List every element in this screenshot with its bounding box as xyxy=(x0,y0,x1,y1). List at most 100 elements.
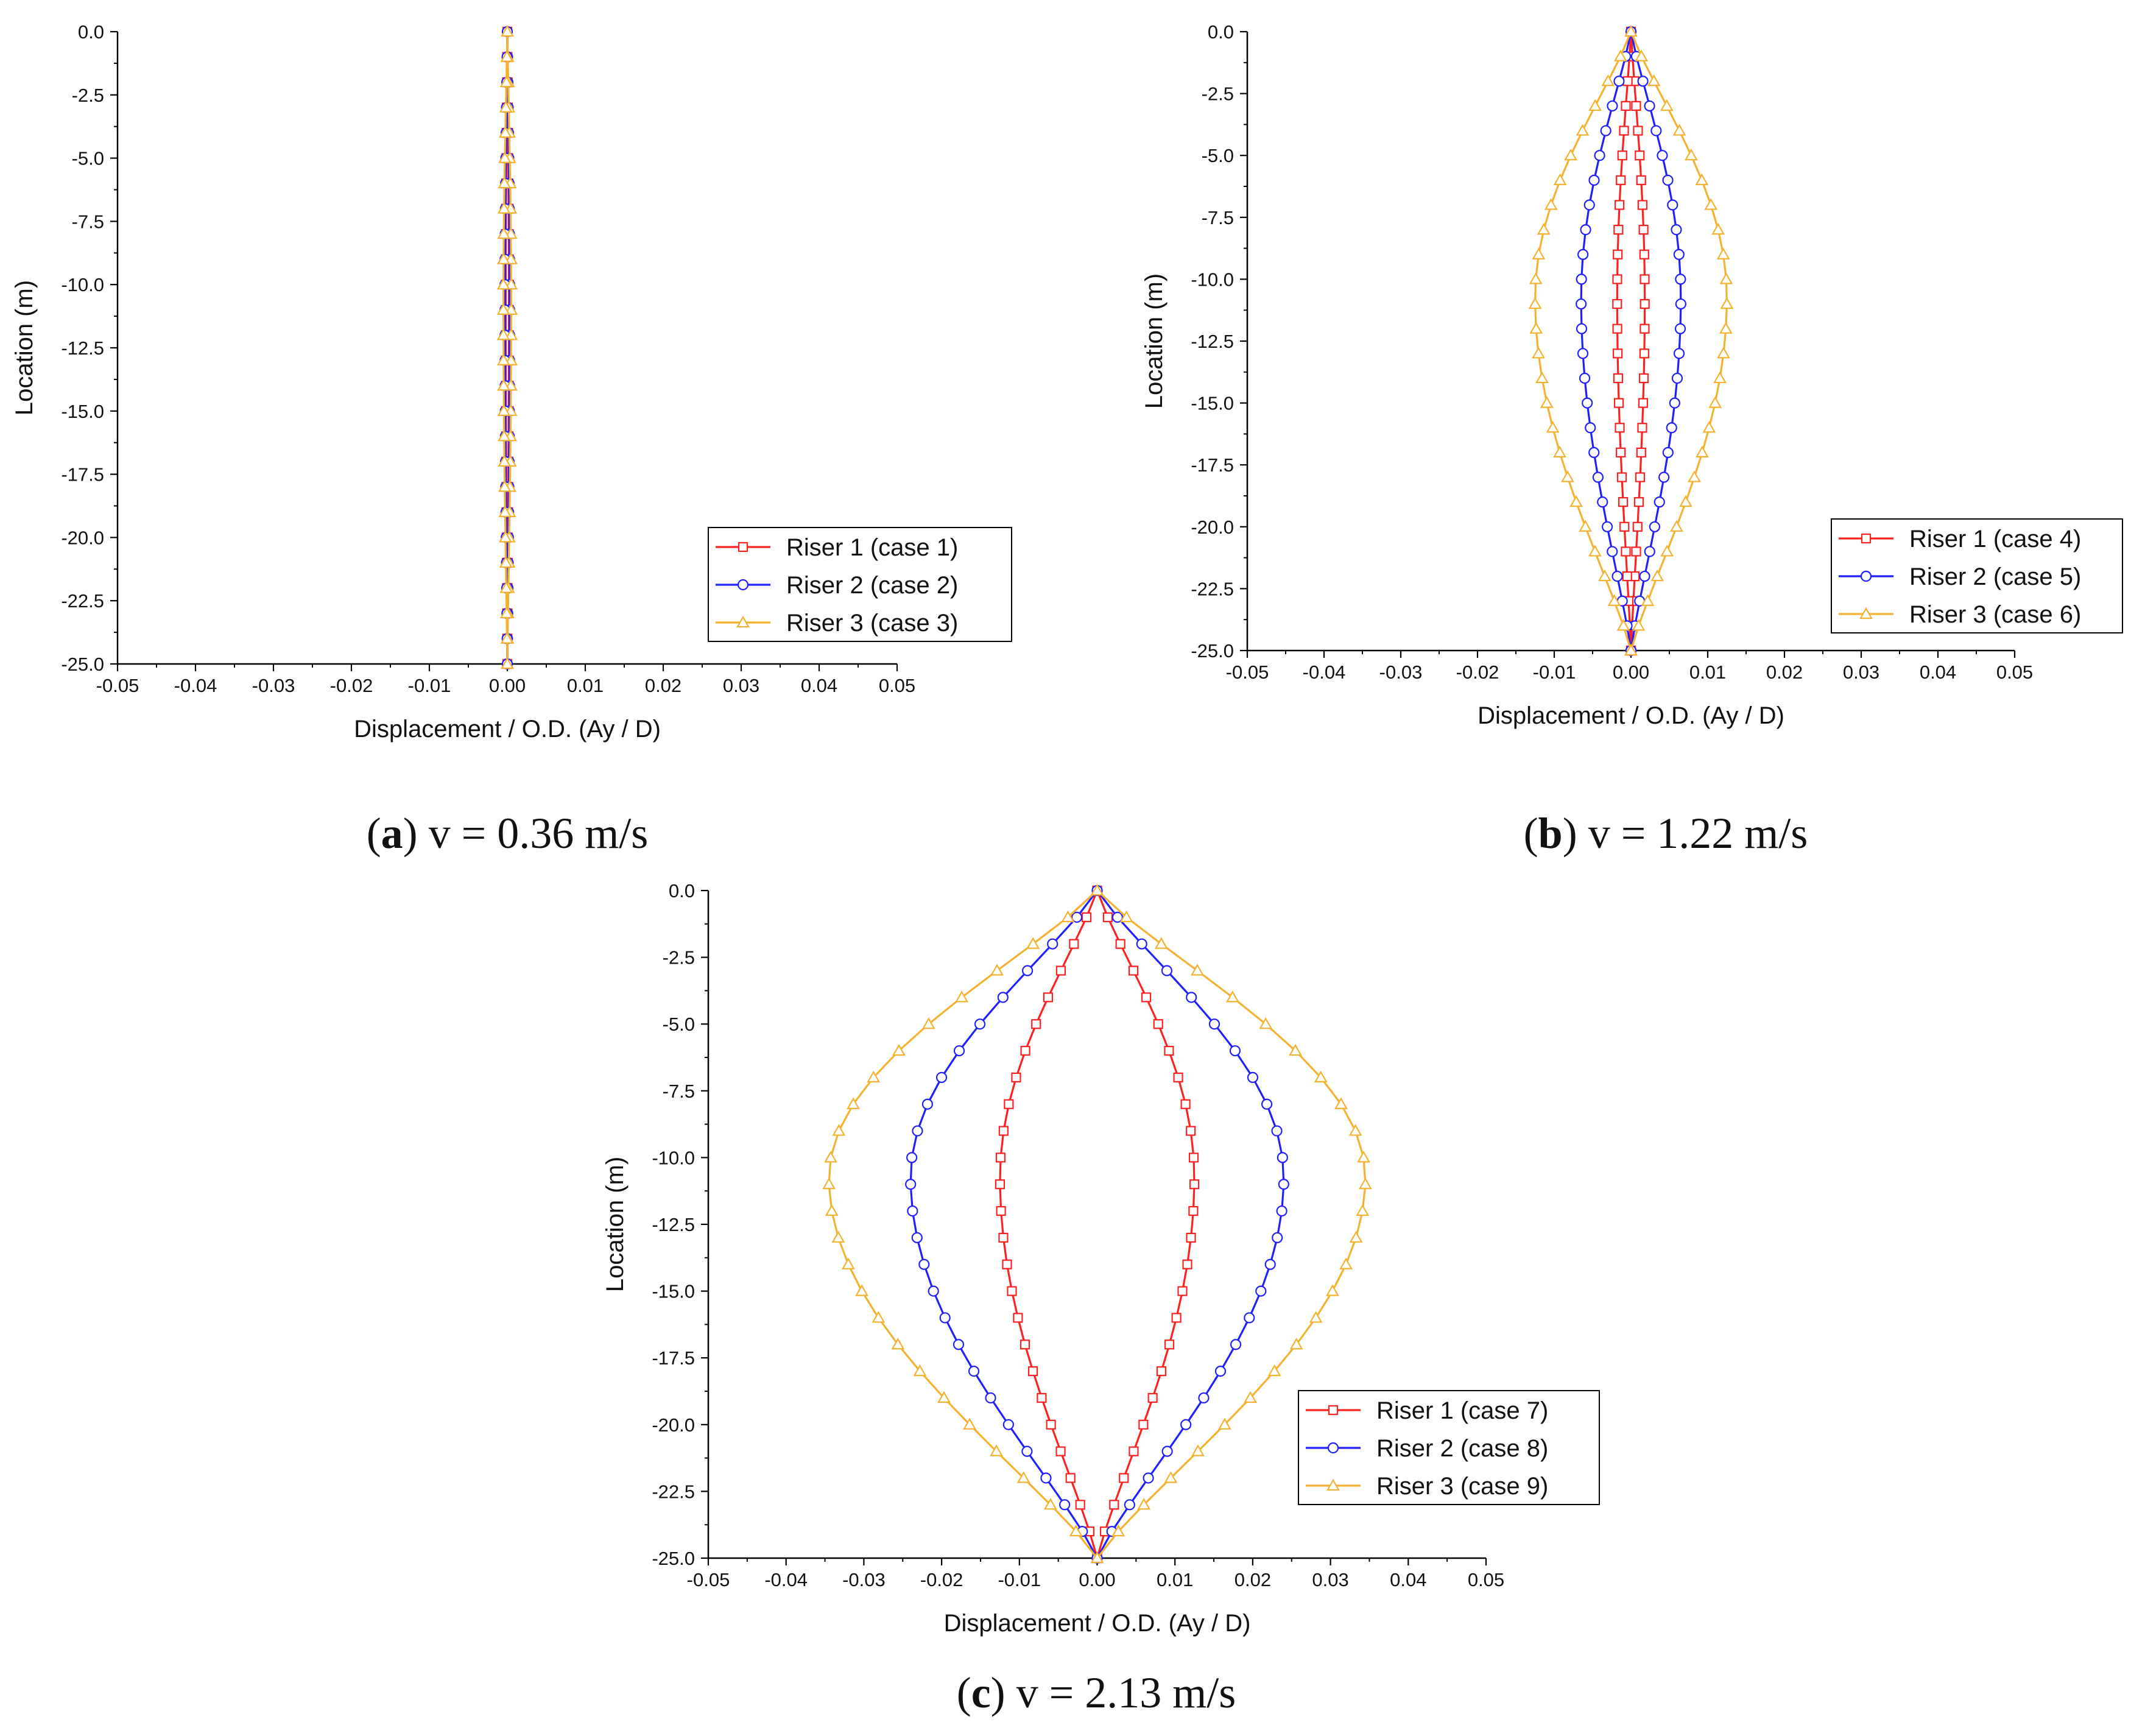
legend: Riser 1 (case 7) Riser 2 (case 8) Riser 3 … xyxy=(1298,1390,1600,1505)
data-point xyxy=(1696,445,1709,457)
legend-marker xyxy=(1327,1442,1339,1454)
legend-marker xyxy=(1859,607,1873,619)
x-tick-label: -0.04 xyxy=(174,675,217,696)
data-point xyxy=(824,1151,837,1163)
data-point xyxy=(1640,323,1650,334)
series-1 xyxy=(995,885,1200,1564)
data-point xyxy=(1189,1179,1200,1190)
y-tick-label: -17.5 xyxy=(652,1347,695,1369)
caption-close-paren: ) xyxy=(403,809,429,858)
caption-velocity: v = 0.36 m/s xyxy=(429,809,649,858)
data-point xyxy=(1348,1124,1362,1136)
data-point xyxy=(1161,965,1172,976)
data-point xyxy=(1588,174,1600,186)
x-tick-label: -0.02 xyxy=(1456,662,1499,683)
data-point xyxy=(1013,1313,1023,1323)
data-point xyxy=(1540,396,1554,408)
data-point xyxy=(1090,1551,1104,1564)
data-point xyxy=(1230,1339,1242,1350)
x-tick-label: 0.04 xyxy=(801,675,837,696)
data-point xyxy=(832,1124,846,1136)
data-point xyxy=(1532,247,1546,259)
data-point xyxy=(1685,148,1698,161)
data-point xyxy=(1613,76,1625,87)
caption-open-paren: ( xyxy=(1524,809,1538,858)
caption-letter: b xyxy=(1538,809,1563,858)
caption-velocity: v = 2.13 m/s xyxy=(1016,1668,1236,1717)
data-point xyxy=(1247,1071,1259,1083)
data-point xyxy=(499,531,512,543)
data-point xyxy=(496,328,510,340)
data-point xyxy=(1624,643,1638,656)
y-tick-label: -12.5 xyxy=(61,337,104,359)
data-point xyxy=(1529,272,1543,284)
data-point xyxy=(1164,1339,1175,1350)
data-point xyxy=(1601,74,1615,86)
data-point xyxy=(1720,297,1734,309)
data-point xyxy=(497,404,511,416)
data-point xyxy=(1658,471,1670,483)
x-tick-label: -0.04 xyxy=(764,1569,808,1590)
data-point xyxy=(1640,298,1650,309)
data-point xyxy=(499,581,513,593)
data-point xyxy=(1650,125,1662,136)
data-point xyxy=(1143,1472,1154,1484)
data-point xyxy=(968,1366,980,1377)
x-tick-label: 0.01 xyxy=(1689,662,1726,683)
data-point xyxy=(1043,1498,1057,1510)
data-point xyxy=(1267,1364,1281,1377)
data-point xyxy=(1544,198,1558,210)
data-point xyxy=(892,1043,906,1056)
data-point xyxy=(1613,249,1623,259)
data-point xyxy=(1654,496,1665,508)
x-tick-label: 0.02 xyxy=(1766,662,1803,683)
data-point xyxy=(1632,619,1646,631)
data-point xyxy=(1582,397,1593,409)
data-point xyxy=(1600,125,1611,136)
data-point xyxy=(1621,546,1631,557)
y-tick-label: -5.0 xyxy=(72,148,104,169)
data-point xyxy=(1264,1258,1276,1270)
x-tick-label: -0.01 xyxy=(998,1569,1041,1590)
x-tick-label: -0.01 xyxy=(1533,662,1576,683)
data-point xyxy=(1173,1072,1183,1082)
data-point xyxy=(1639,249,1649,259)
y-tick-label: -15.0 xyxy=(1191,393,1234,414)
y-axis-title: Location (m) xyxy=(11,280,38,415)
legend-marker xyxy=(1328,1405,1339,1416)
data-point xyxy=(1214,1366,1227,1377)
data-point xyxy=(1529,322,1543,334)
data-point xyxy=(953,1045,965,1057)
x-tick-label: 0.04 xyxy=(1390,1569,1426,1590)
data-point xyxy=(1007,1286,1017,1296)
data-point xyxy=(1635,150,1645,161)
data-point xyxy=(1644,100,1655,112)
y-tick-label: -20.0 xyxy=(61,527,104,548)
data-point xyxy=(1622,76,1633,86)
data-point xyxy=(1129,1446,1139,1456)
data-point xyxy=(1618,497,1629,507)
chart-panel-a: -0.05 -0.04 -0.03 -0.02 -0.01 0.00 0.01 0.02 0.0… xyxy=(11,21,1012,858)
data-point xyxy=(1594,150,1605,161)
data-point xyxy=(1188,1205,1199,1216)
data-point xyxy=(1069,1524,1083,1537)
data-point xyxy=(1021,1445,1033,1457)
data-point xyxy=(1616,472,1627,482)
data-point xyxy=(1671,224,1682,236)
data-point xyxy=(1289,1338,1303,1350)
data-point xyxy=(1612,274,1622,284)
series-line xyxy=(999,890,1196,1559)
data-point xyxy=(1115,939,1125,949)
data-point xyxy=(1004,1099,1014,1109)
data-point xyxy=(1357,1151,1370,1163)
data-point xyxy=(905,1179,917,1190)
data-point xyxy=(1191,964,1204,976)
data-point xyxy=(1002,1419,1014,1430)
data-point xyxy=(504,303,518,315)
data-point xyxy=(1022,965,1034,976)
data-point xyxy=(1061,910,1075,922)
data-point xyxy=(1588,99,1602,111)
data-point xyxy=(1244,1312,1255,1324)
data-point xyxy=(1613,348,1623,359)
series-line xyxy=(828,889,1367,1559)
